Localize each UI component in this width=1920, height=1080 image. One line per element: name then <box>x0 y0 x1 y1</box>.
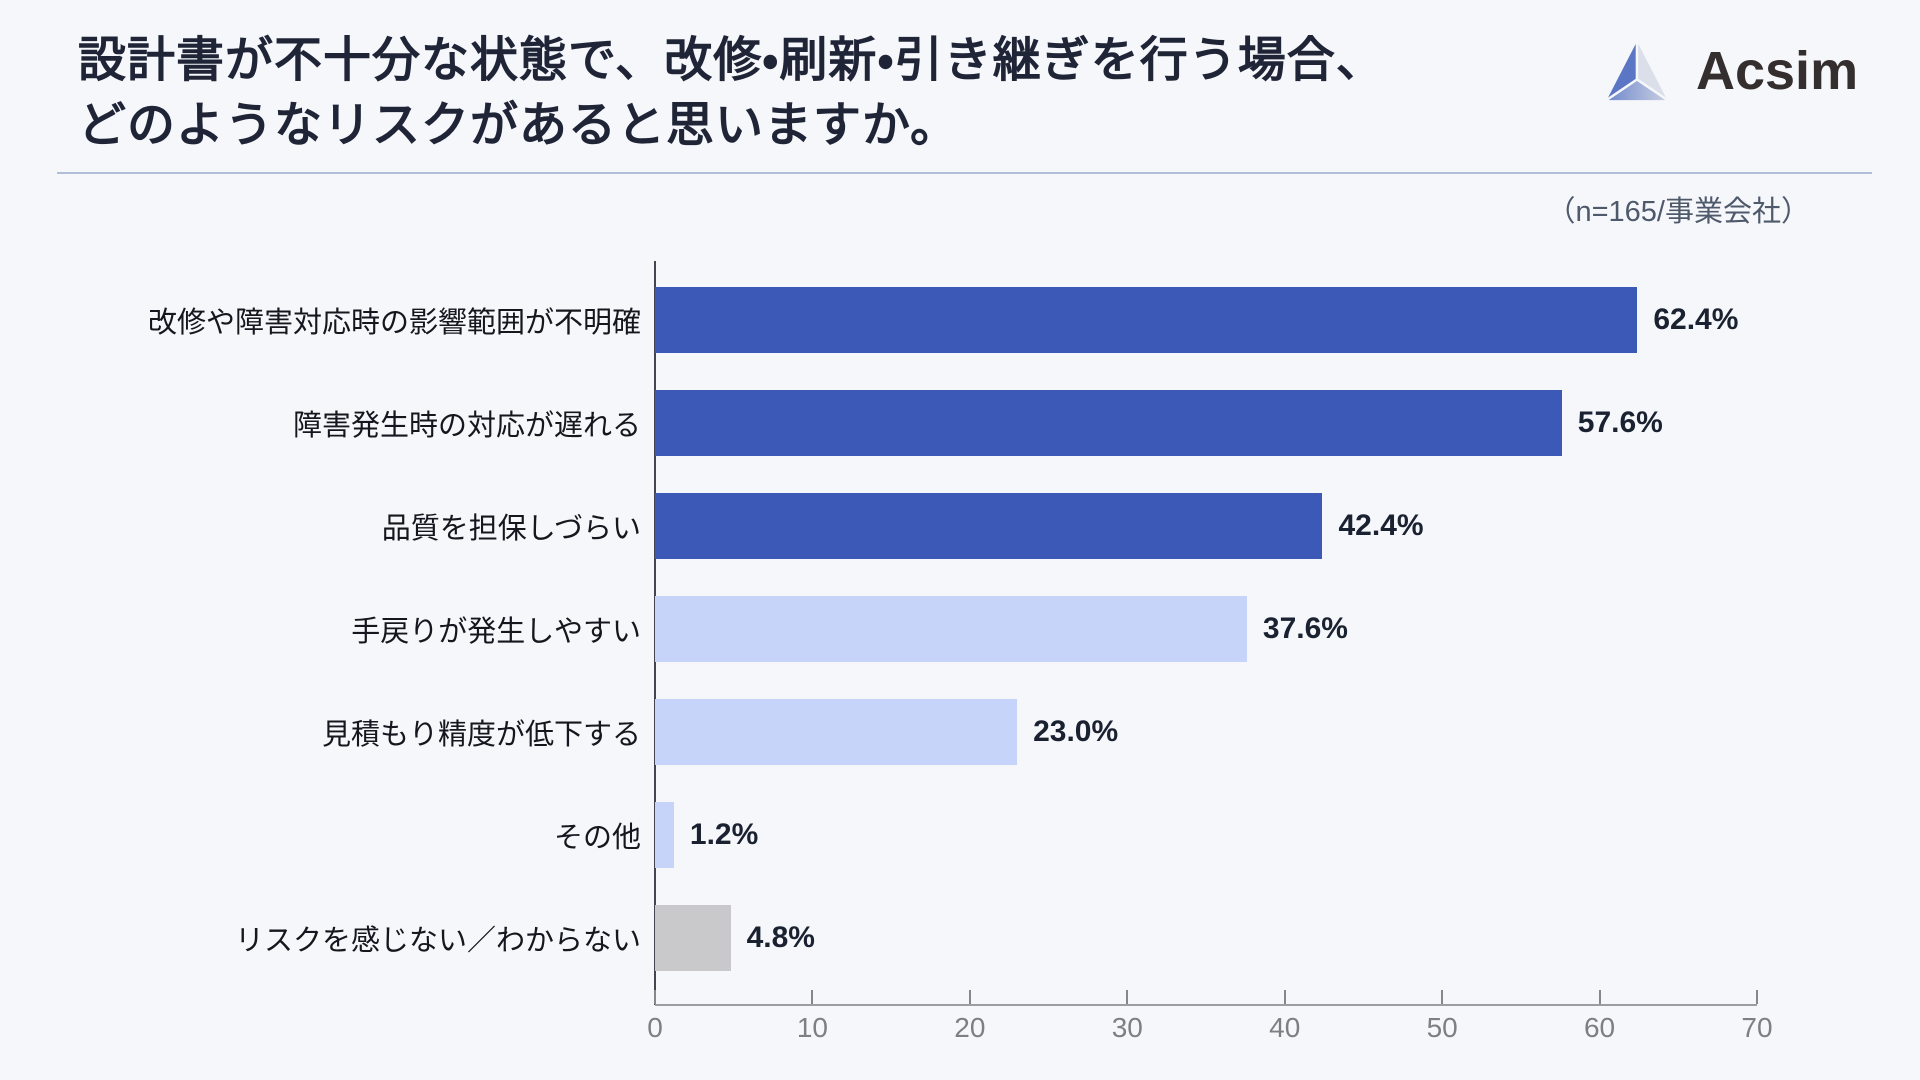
bar <box>655 492 1323 559</box>
x-tick-label: 0 <box>647 1012 663 1043</box>
chart-row: その他 1.2% <box>40 783 1880 886</box>
category-label: リスクを感じない／わからない <box>234 924 641 957</box>
value-label: 42.4% <box>1338 508 1424 542</box>
chart-row: 品質を担保しづらい 42.4% <box>40 474 1880 577</box>
chart-row: 障害発生時の対応が遅れる 57.6% <box>40 371 1880 474</box>
x-tick-mark <box>1598 990 1601 1004</box>
brand-name: Acsim <box>1696 41 1859 101</box>
bar-chart: 改修や障害対応時の影響範囲が不明確 62.4% 障害発生時の対応が遅れる 57.… <box>40 268 1880 989</box>
bar-track: 23.0% <box>655 698 1757 765</box>
x-tick-mark <box>811 990 814 1004</box>
page-title-line-1: 設計書が不十分な状態で、改修・刷新・引き継ぎを行う場合、 <box>78 34 1385 87</box>
x-tick-mark <box>968 990 971 1004</box>
x-tick-mark <box>1283 990 1286 1004</box>
bar <box>655 904 731 971</box>
category-label: 改修や障害対応時の影響範囲が不明確 <box>147 306 641 339</box>
bar <box>655 389 1562 456</box>
x-axis-line <box>655 1004 1757 1006</box>
category-label: 障害発生時の対応が遅れる <box>292 409 641 442</box>
sample-size-note: （n=165/事業会社） <box>1546 196 1810 228</box>
x-tick-label: 50 <box>1426 1012 1458 1043</box>
bar-track: 62.4% <box>655 286 1757 353</box>
x-tick-label: 60 <box>1583 1012 1616 1043</box>
title-divider <box>57 172 1872 174</box>
x-tick-mark <box>654 990 656 1004</box>
bar <box>655 698 1018 765</box>
page-title-line-2: どのようなリスクがあると思いますか。 <box>78 99 960 153</box>
x-axis: 0 10 20 30 40 50 60 70 <box>647 990 1773 1064</box>
value-label: 1.2% <box>689 817 759 851</box>
chart-row: 手戻りが発生しやすい 37.6% <box>40 577 1880 680</box>
bar-track: 4.8% <box>655 904 1757 971</box>
category-label: 手戻りが発生しやすい <box>351 615 641 648</box>
brand-logo: Acsim <box>1598 36 1858 106</box>
chart-row: リスクを感じない／わからない 4.8% <box>40 886 1880 989</box>
x-tick-mark <box>1126 990 1129 1004</box>
bar-track: 57.6% <box>655 389 1757 456</box>
value-label: 23.0% <box>1033 714 1119 748</box>
category-label: 品質を担保しづらい <box>381 512 641 545</box>
x-tick-label: 20 <box>954 1012 986 1043</box>
bar-track: 37.6% <box>655 595 1757 662</box>
value-label: 37.6% <box>1262 611 1348 645</box>
bar <box>655 286 1638 353</box>
bar-track: 1.2% <box>655 801 1757 868</box>
category-label: その他 <box>553 821 641 854</box>
category-label: 見積もり精度が低下する <box>321 718 641 751</box>
x-tick-mark <box>1756 990 1758 1004</box>
value-label: 57.6% <box>1577 405 1663 439</box>
x-tick-mark <box>1441 990 1444 1004</box>
bar <box>655 801 674 868</box>
x-tick-label: 30 <box>1111 1012 1143 1043</box>
bar-track: 42.4% <box>655 492 1757 559</box>
chart-row: 見積もり精度が低下する 23.0% <box>40 680 1880 783</box>
x-tick-label: 70 <box>1741 1012 1773 1043</box>
chart-row: 改修や障害対応時の影響範囲が不明確 62.4% <box>40 268 1880 371</box>
x-tick-label: 40 <box>1269 1012 1301 1043</box>
bar <box>655 595 1247 662</box>
x-tick-label: 10 <box>796 1012 828 1043</box>
value-label: 4.8% <box>746 920 815 954</box>
triangle-pyramid-icon <box>1603 37 1671 103</box>
page-title: 設計書が不十分な状態で、改修・刷新・引き継ぎを行う場合、 どのようなリスクがあると… <box>78 28 1385 159</box>
value-label: 62.4% <box>1653 302 1739 336</box>
